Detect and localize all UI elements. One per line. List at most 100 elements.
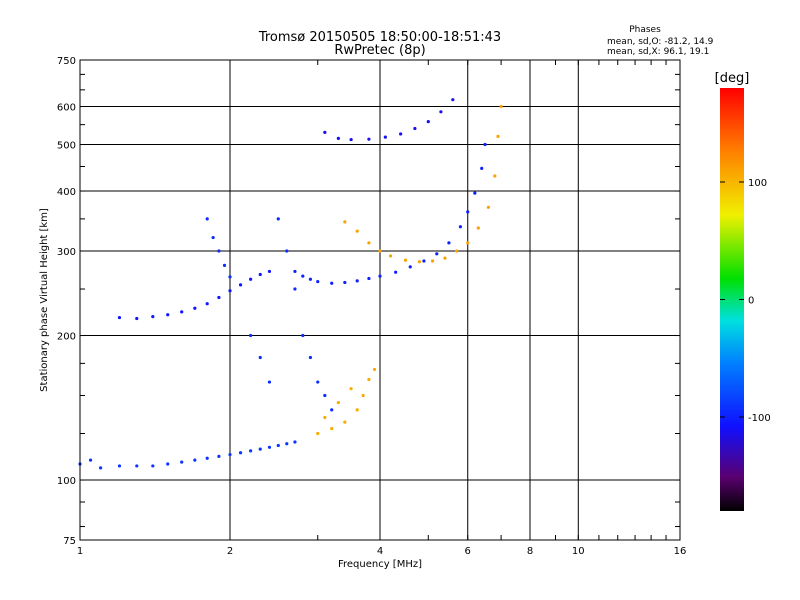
data-point [258,272,262,277]
chart-subtitle: RwPretec (8p) [334,43,425,58]
data-point [455,249,459,253]
data-point [180,310,184,314]
data-point [166,313,170,317]
data-point [238,451,243,455]
data-point [408,265,412,269]
data-point [417,260,422,264]
data-point [217,454,221,459]
colorbar-ticks: 100 0 -100 [720,178,771,424]
y-axis-label: Stationary phase Virtual Height [km] [39,208,50,392]
data-point [249,333,253,338]
data-point [499,104,503,109]
data-point [301,274,305,278]
data-point [323,393,327,398]
data-point [355,229,359,233]
data-point [293,287,297,291]
data-point [228,289,232,293]
x-tick-label: 16 [674,546,687,557]
data-point [267,380,272,384]
x-tick-label: 10 [572,546,585,557]
data-point [217,249,221,253]
scatter-points [78,98,503,470]
data-point [451,98,455,102]
data-point [193,458,197,462]
data-point [205,456,209,460]
data-point [117,315,122,320]
data-point [135,464,139,468]
data-point [413,126,417,131]
data-point [151,464,155,468]
colorbar-label: [deg] [715,71,750,86]
data-point [343,220,347,224]
data-point [249,449,253,453]
data-point [117,464,122,468]
colorbar-tick-label: -100 [748,413,771,424]
y-tick-label: 100 [57,476,76,487]
data-point [316,431,320,436]
data-point [151,315,155,319]
data-point [293,269,297,274]
data-point [383,135,387,139]
data-point [211,235,215,240]
data-point [249,277,253,281]
data-point [217,295,221,300]
y-tick-label: 200 [57,332,76,343]
data-point [496,134,500,138]
data-point [308,277,313,281]
data-point [493,174,497,178]
phase-info-o: mean, sd,O: -81.2, 14.9 [607,37,714,47]
data-point [276,217,280,221]
data-point [447,241,451,245]
data-point [355,279,359,283]
data-point [367,241,371,245]
y-tick-label: 400 [57,187,76,198]
data-point [403,258,408,262]
data-point [361,393,365,398]
data-point [486,205,490,209]
data-point [166,462,170,466]
x-tick-label: 2 [227,546,233,557]
y-tick-label: 600 [57,103,76,114]
data-point [336,136,340,140]
data-point [293,440,297,444]
data-point [205,302,209,306]
data-point [399,132,403,136]
data-point [476,226,480,230]
data-point [439,110,443,114]
data-point [238,283,243,287]
data-point [367,377,371,382]
data-point [308,355,313,360]
data-point [422,259,426,263]
data-point [372,367,377,372]
chart-title: Tromsø 20150505 18:50:00-18:51:43 [258,30,501,45]
data-point [343,280,347,285]
y-tick-label: 750 [57,56,76,67]
y-tick-label: 75 [63,536,76,547]
data-point [285,442,289,446]
data-point [466,210,470,214]
data-point [285,249,289,253]
data-point [193,306,197,310]
x-axis-label: Frequency [MHz] [338,559,422,570]
data-point [343,420,347,424]
data-point [228,452,232,457]
y-tick-label: 500 [57,141,76,152]
data-point [349,137,353,142]
data-point [267,269,272,274]
data-point [367,137,371,141]
data-point [330,281,334,285]
data-point [458,225,463,229]
x-tick-label: 4 [377,546,383,557]
data-point [99,466,103,470]
data-point [480,166,484,170]
data-point [367,276,371,281]
data-point [330,408,334,412]
data-point [394,270,398,274]
y-tick-label: 300 [57,247,76,258]
data-point [426,120,430,124]
data-point [336,400,340,405]
data-point [323,415,327,420]
data-point [330,426,334,431]
x-tick-label: 6 [465,546,471,557]
